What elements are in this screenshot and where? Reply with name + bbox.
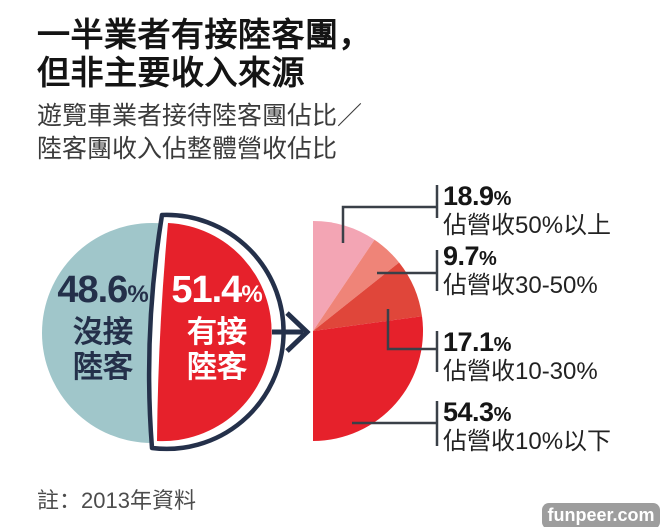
connector-10-30 xyxy=(386,309,436,351)
connector-50plus xyxy=(341,205,436,243)
no-mainland-label: 48.6% 沒接 陸客 xyxy=(43,270,163,385)
breakdown-sign-under10: % xyxy=(493,404,512,426)
breakdown-slice-10-30 xyxy=(313,262,422,331)
breakdown-label-10-30: 17.1% 佔營收10-30% xyxy=(443,328,658,385)
breakdown-slice-under10 xyxy=(313,316,424,441)
has-mainland-percent-sign: % xyxy=(241,281,263,308)
breakdown-value-10-30: 17.1 xyxy=(443,327,494,357)
has-mainland-text-1: 有接 xyxy=(187,316,247,349)
breakdown-percent-30-50: 9.7% xyxy=(443,242,658,273)
no-mainland-text-1: 沒接 xyxy=(73,316,133,349)
title-line-2: 但非主要收入來源 xyxy=(37,54,305,91)
breakdown-desc-under10: 佔營收10%以下 xyxy=(443,428,612,455)
has-mainland-percent-value: 51.4 xyxy=(171,269,242,311)
no-mainland-percent: 48.6% xyxy=(43,270,163,315)
subtitle-line-2: 陸客團收入佔整體營收佔比 xyxy=(37,135,338,163)
has-mainland-text-2: 陸客 xyxy=(187,351,247,384)
arrow-right-icon xyxy=(272,311,311,353)
chart-subtitle: 遊覽車業者接待陸客團佔比／ 陸客團收入佔整體營收佔比 xyxy=(37,100,362,166)
connector-lines xyxy=(341,185,439,446)
source-note: 註：2013年資料 xyxy=(37,488,196,513)
breakdown-sign-50plus: % xyxy=(493,188,512,210)
breakdown-desc-10-30: 佔營收10-30% xyxy=(443,358,598,385)
breakdown-desc-50plus: 佔營收50%以上 xyxy=(443,212,612,239)
breakdown-percent-50plus: 18.9% xyxy=(443,182,658,213)
breakdown-slice-50plus xyxy=(313,221,375,331)
breakdown-value-under10: 54.3 xyxy=(443,397,494,427)
breakdown-label-50plus: 18.9% 佔營收50%以上 xyxy=(443,182,658,239)
breakdown-sign-30-50: % xyxy=(479,248,497,270)
has-mainland-percent: 51.4% xyxy=(162,270,272,315)
has-mainland-label: 51.4% 有接 陸客 xyxy=(162,270,272,385)
breakdown-percent-10-30: 17.1% xyxy=(443,328,658,359)
breakdown-value-30-50: 9.7 xyxy=(443,241,480,271)
page-title: 一半業者有接陸客團， 但非主要收入來源 xyxy=(37,16,372,92)
pie-slice-has-mainland xyxy=(157,223,272,442)
breakdown-slice-30-50 xyxy=(313,239,400,331)
breakdown-value-50plus: 18.9 xyxy=(443,181,494,211)
breakdown-percent-under10: 54.3% xyxy=(443,398,658,429)
subtitle-line-1: 遊覽車業者接待陸客團佔比／ xyxy=(37,102,363,130)
no-mainland-percent-value: 48.6 xyxy=(57,269,128,311)
breakdown-desc-30-50: 佔營收30-50% xyxy=(443,272,598,299)
no-mainland-percent-sign: % xyxy=(127,281,149,308)
watermark-badge: funpeer.com xyxy=(542,503,660,527)
breakdown-label-under10: 54.3% 佔營收10%以下 xyxy=(443,398,658,455)
breakdown-label-30-50: 9.7% 佔營收30-50% xyxy=(443,242,658,299)
breakdown-sign-10-30: % xyxy=(493,334,512,356)
no-mainland-text-2: 陸客 xyxy=(73,351,133,384)
title-line-1: 一半業者有接陸客團， xyxy=(37,16,372,53)
